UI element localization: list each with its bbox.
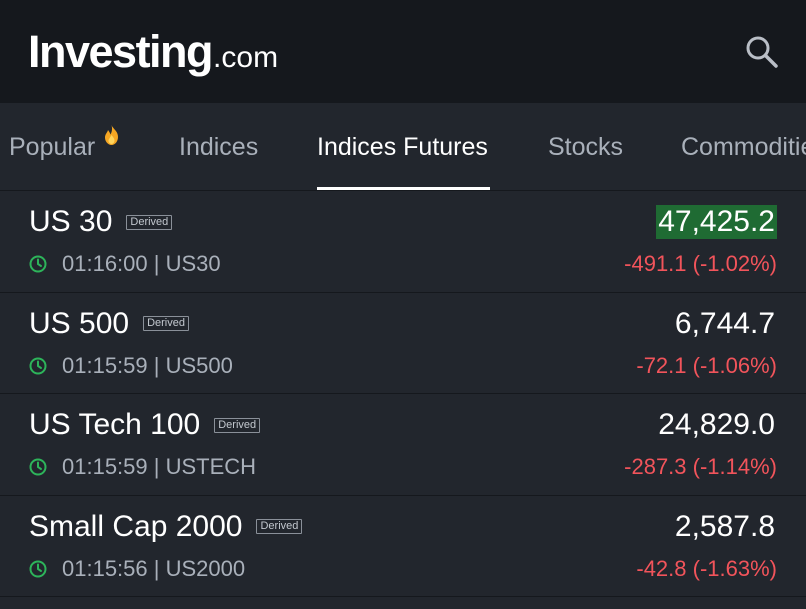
time-symbol-line: 01:15:56 | US2000 [29, 556, 245, 582]
tab-popular[interactable]: Popular [9, 103, 96, 190]
tab-label: Stocks [548, 133, 624, 161]
instrument-name-line: US 30 Derived [29, 205, 173, 239]
time-symbol-line: 01:16:00 | US30 [29, 251, 221, 277]
instrument-list: US 30 Derived 01:16:00 | US30 47,425.2 -… [0, 191, 806, 597]
active-tab-indicator [317, 187, 490, 190]
price-change: -491.1 (-1.02%) [624, 251, 777, 276]
price-change: -72.1 (-1.06%) [636, 352, 777, 378]
instrument-name-line: Small Cap 2000 Derived [29, 509, 303, 544]
tab-indices-futures[interactable]: Indices Futures [317, 103, 490, 190]
instrument-name: Small Cap 2000 [29, 509, 243, 543]
instrument-name: US Tech 100 [29, 408, 201, 441]
tab-commodities[interactable]: Commodities [681, 103, 806, 190]
tab-label: Popular [9, 133, 96, 161]
price-change: -42.8 (-1.63%) [636, 555, 777, 581]
instrument-name: US 500 [29, 306, 130, 340]
time-symbol: 01:15:59 | USTECH [62, 454, 257, 479]
category-tabs: Popular Indices Indices Futures Stocks C… [0, 103, 806, 191]
time-symbol-line: 01:15:59 | USTECH [29, 454, 256, 480]
instrument-name-line: US 500 Derived [29, 307, 189, 341]
time-symbol: 01:15:56 | US2000 [62, 555, 246, 581]
derived-badge: Derived [256, 519, 303, 534]
instrument-row-us2000[interactable]: Small Cap 2000 Derived 01:15:56 | US2000… [0, 495, 806, 597]
tab-label: Indices Futures [317, 133, 488, 161]
tab-indices[interactable]: Indices [179, 103, 259, 190]
price-change: -287.3 (-1.14%) [624, 454, 777, 479]
clock-icon [29, 357, 47, 374]
last-price: 2,587.8 [674, 509, 775, 543]
instrument-name-line: US Tech 100 Derived [29, 408, 261, 442]
derived-badge: Derived [126, 214, 173, 230]
instrument-name: US 30 [29, 205, 113, 238]
flame-icon [105, 125, 118, 145]
derived-badge: Derived [143, 316, 189, 331]
instrument-row-us30[interactable]: US 30 Derived 01:16:00 | US30 47,425.2 -… [0, 191, 806, 293]
logo-main-text: Investing [28, 26, 214, 77]
time-symbol-line: 01:15:59 | US500 [29, 353, 233, 379]
top-bar: Investing .com [0, 0, 806, 103]
logo-suffix-text: .com [213, 41, 279, 74]
clock-icon [29, 560, 47, 577]
instrument-row-ustech[interactable]: US Tech 100 Derived 01:15:59 | USTECH 24… [0, 394, 806, 496]
last-price: 47,425.2 [656, 205, 777, 239]
last-price: 24,829.0 [658, 408, 775, 441]
last-price: 6,744.7 [674, 306, 775, 340]
tab-label: Commodities [681, 133, 806, 161]
instrument-row-us500[interactable]: US 500 Derived 01:15:59 | US500 6,744.7 … [0, 292, 806, 394]
time-symbol: 01:15:59 | US500 [62, 352, 233, 378]
time-symbol: 01:16:00 | US30 [62, 251, 221, 276]
tab-label: Indices [179, 133, 259, 161]
search-icon[interactable] [744, 34, 780, 70]
investing-logo[interactable]: Investing .com [28, 26, 278, 78]
derived-badge: Derived [214, 417, 261, 433]
tab-stocks[interactable]: Stocks [548, 103, 624, 190]
clock-icon [29, 458, 47, 476]
clock-icon [29, 255, 47, 273]
